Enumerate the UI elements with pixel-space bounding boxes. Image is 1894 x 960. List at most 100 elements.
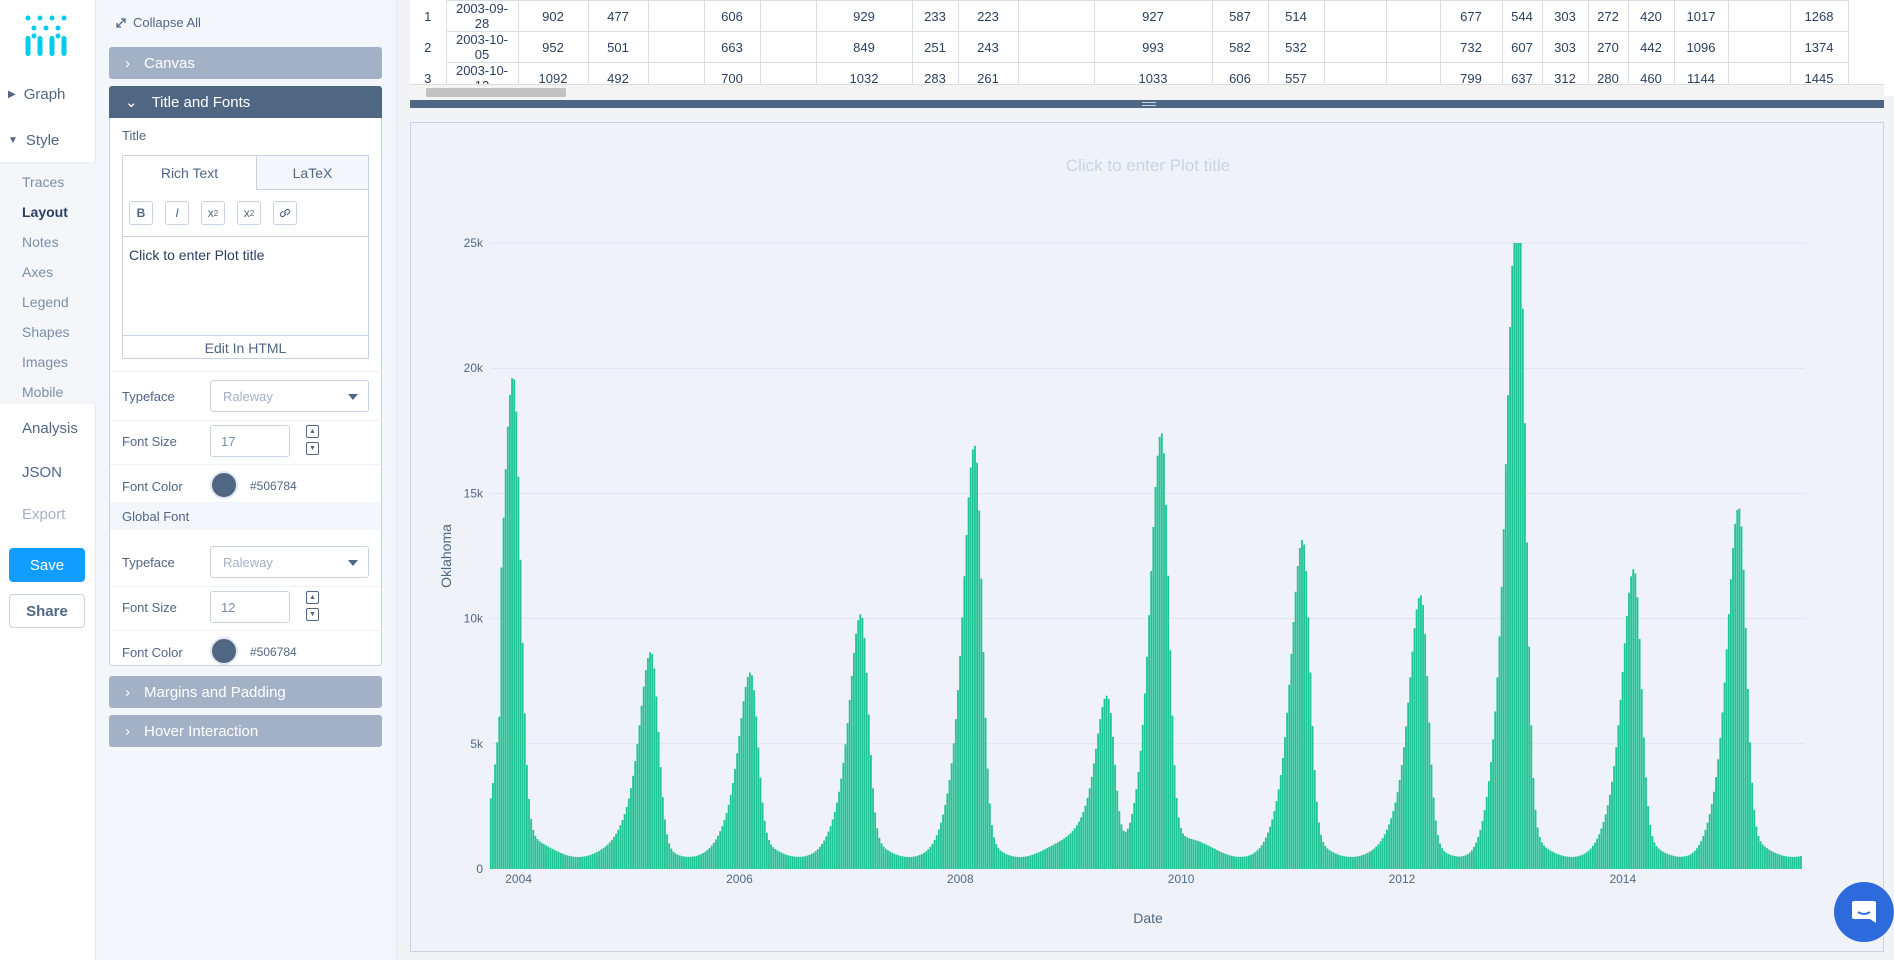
chat-button[interactable] <box>1834 882 1894 942</box>
table-cell[interactable]: 849 <box>815 31 913 63</box>
increment-icon[interactable]: ▲ <box>306 425 319 438</box>
table-cell[interactable]: 1 <box>410 0 446 32</box>
table-cell[interactable]: 303 <box>1541 0 1589 32</box>
nav-axes[interactable]: Axes <box>22 264 54 280</box>
table-cell[interactable]: 1268 <box>1789 0 1849 32</box>
global-font-color-swatch[interactable] <box>210 637 238 665</box>
title-font-size-input[interactable]: 17 <box>210 425 290 457</box>
table-row[interactable]: 1 2003-09-28 902 477 606 929 233 223 927 587 514 67… <box>410 0 1849 32</box>
table-cell[interactable]: 677 <box>1439 0 1503 32</box>
bar <box>1621 671 1624 869</box>
bold-button[interactable]: B <box>129 201 153 225</box>
table-cell[interactable]: 606 <box>703 0 761 32</box>
typeface-select[interactable]: Raleway <box>210 380 369 412</box>
bar <box>1698 844 1700 869</box>
table-cell[interactable] <box>1727 0 1791 32</box>
table-cell[interactable]: 442 <box>1627 31 1675 63</box>
nav-layout[interactable]: Layout <box>22 204 68 220</box>
table-cell[interactable] <box>1323 0 1387 32</box>
title-font-color-swatch[interactable] <box>210 471 238 499</box>
global-font-size-input[interactable]: 12 <box>210 591 290 623</box>
nav-shapes[interactable]: Shapes <box>22 324 70 340</box>
table-cell[interactable]: 902 <box>517 0 589 32</box>
table-cell[interactable] <box>1385 0 1441 32</box>
edit-in-html-button[interactable]: Edit In HTML <box>204 340 287 356</box>
italic-button[interactable]: I <box>165 201 189 225</box>
nav-graph[interactable]: ▶ Graph <box>8 86 65 103</box>
table-cell[interactable]: 501 <box>587 31 649 63</box>
table-cell[interactable]: 420 <box>1627 0 1675 32</box>
table-cell[interactable]: 993 <box>1093 31 1213 63</box>
share-button[interactable]: Share <box>9 594 85 628</box>
save-button[interactable]: Save <box>9 548 85 582</box>
nav-mobile[interactable]: Mobile <box>22 384 64 400</box>
table-cell[interactable]: 477 <box>587 0 649 32</box>
table-cell[interactable]: 663 <box>703 31 761 63</box>
table-cell[interactable] <box>759 31 817 63</box>
table-cell[interactable]: 2003-10-05 <box>445 31 519 63</box>
section-margins-padding[interactable]: › Margins and Padding <box>109 676 382 708</box>
horizontal-scrollbar[interactable] <box>410 84 1884 98</box>
table-cell[interactable] <box>1323 31 1387 63</box>
table-cell[interactable]: 223 <box>957 0 1019 32</box>
table-cell[interactable]: 243 <box>957 31 1019 63</box>
table-cell[interactable]: 544 <box>1501 0 1543 32</box>
grip-icon[interactable] <box>1142 102 1156 106</box>
nav-legend[interactable]: Legend <box>22 294 69 310</box>
data-grid[interactable]: 1 2003-09-28 902 477 606 929 233 223 927 587 514 67… <box>410 0 1894 96</box>
increment-icon[interactable]: ▲ <box>306 591 319 604</box>
table-cell[interactable] <box>1727 31 1791 63</box>
table-cell[interactable]: 532 <box>1267 31 1325 63</box>
tab-latex[interactable]: LaTeX <box>257 156 368 190</box>
global-typeface-select[interactable]: Raleway <box>210 546 369 578</box>
nav-notes[interactable]: Notes <box>22 234 59 250</box>
table-cell[interactable]: 272 <box>1587 0 1629 32</box>
table-cell[interactable]: 514 <box>1267 0 1325 32</box>
table-cell[interactable]: 2 <box>410 31 446 63</box>
title-editor[interactable]: Click to enter Plot title <box>123 236 368 336</box>
table-cell[interactable]: 251 <box>911 31 959 63</box>
nav-images[interactable]: Images <box>22 354 68 370</box>
table-cell[interactable]: 1096 <box>1673 31 1729 63</box>
table-cell[interactable] <box>1017 0 1095 32</box>
table-cell[interactable]: 270 <box>1587 31 1629 63</box>
bar <box>706 849 709 869</box>
table-cell[interactable]: 1017 <box>1673 0 1729 32</box>
section-title-fonts[interactable]: ⌄ Title and Fonts <box>109 86 382 118</box>
table-cell[interactable] <box>1017 31 1095 63</box>
table-cell[interactable]: 952 <box>517 31 589 63</box>
nav-analysis[interactable]: Analysis <box>22 420 78 437</box>
table-cell[interactable] <box>647 31 705 63</box>
table-cell[interactable]: 929 <box>815 0 913 32</box>
table-cell[interactable] <box>1385 31 1441 63</box>
link-button[interactable] <box>273 201 297 225</box>
nav-style[interactable]: ▼ Style <box>8 132 59 149</box>
table-row[interactable]: 2 2003-10-05 952 501 663 849 251 243 993 582 532 73… <box>410 31 1849 63</box>
nav-traces[interactable]: Traces <box>22 174 65 190</box>
table-cell[interactable]: 303 <box>1541 31 1589 63</box>
nav-json[interactable]: JSON <box>22 464 63 481</box>
section-hover-interaction[interactable]: › Hover Interaction <box>109 715 382 747</box>
tab-rich-text[interactable]: Rich Text <box>123 156 257 190</box>
table-cell[interactable] <box>647 0 705 32</box>
table-cell[interactable]: 607 <box>1501 31 1543 63</box>
decrement-icon[interactable]: ▼ <box>306 608 319 621</box>
table-cell[interactable] <box>759 0 817 32</box>
plotly-logo[interactable] <box>22 14 70 58</box>
table-cell[interactable]: 1374 <box>1789 31 1849 63</box>
scroll-thumb[interactable] <box>426 88 566 97</box>
section-canvas[interactable]: › Canvas <box>109 47 382 79</box>
table-cell[interactable]: 927 <box>1093 0 1213 32</box>
table-cell[interactable]: 587 <box>1211 0 1269 32</box>
collapse-all-button[interactable]: Collapse All <box>115 15 201 30</box>
table-cell[interactable]: 233 <box>911 0 959 32</box>
table-cell[interactable]: 732 <box>1439 31 1503 63</box>
plot-area[interactable]: 0 5k 10k 15k 20k 25k 2004 2006 2008 2010 2012 2014 C… <box>410 122 1884 952</box>
nav-export[interactable]: Export <box>22 506 66 523</box>
resize-divider[interactable] <box>410 100 1884 108</box>
table-cell[interactable]: 2003-09-28 <box>445 0 519 32</box>
table-cell[interactable]: 582 <box>1211 31 1269 63</box>
decrement-icon[interactable]: ▼ <box>306 442 319 455</box>
